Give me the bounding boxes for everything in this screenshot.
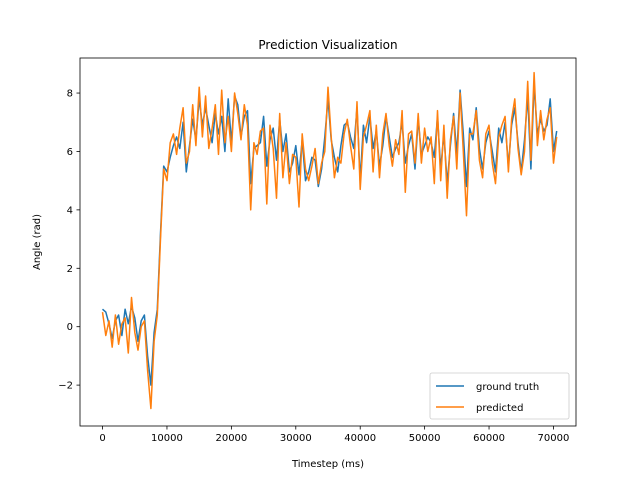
x-tick-label: 50000 [409, 433, 441, 444]
legend-label-predicted: predicted [476, 403, 523, 414]
x-axis-title: Timestep (ms) [291, 459, 364, 470]
y-tick-label: −2 [58, 381, 73, 392]
y-tick-label: 0 [67, 322, 73, 333]
y-tick-label: 8 [67, 89, 73, 100]
axes-frame [79, 57, 577, 427]
x-tick-label: 20000 [215, 433, 247, 444]
x-tick-label: 0 [99, 433, 105, 444]
x-tick-label: 30000 [280, 433, 312, 444]
y-tick-label: 4 [67, 205, 73, 216]
y-tick-label: 6 [67, 147, 73, 158]
x-tick-label: 70000 [538, 433, 570, 444]
legend-box [429, 372, 570, 420]
x-tick-label: 10000 [151, 433, 183, 444]
y-axis-title: Angle (rad) [32, 214, 43, 270]
ticks-layer: 0 10000 20000 30000 40000 50000 60000 70000 −2 0 2… [58, 89, 569, 444]
x-tick-label: 40000 [344, 433, 376, 444]
chart-title: Prediction Visualization [258, 38, 397, 52]
x-tick-label: 60000 [473, 433, 505, 444]
y-tick-label: 2 [67, 264, 73, 275]
series-layer [101, 71, 558, 410]
series-line-predicted [101, 71, 558, 410]
legend-label-ground-truth: ground truth [476, 382, 539, 393]
legend: ground truth predicted [429, 372, 570, 420]
